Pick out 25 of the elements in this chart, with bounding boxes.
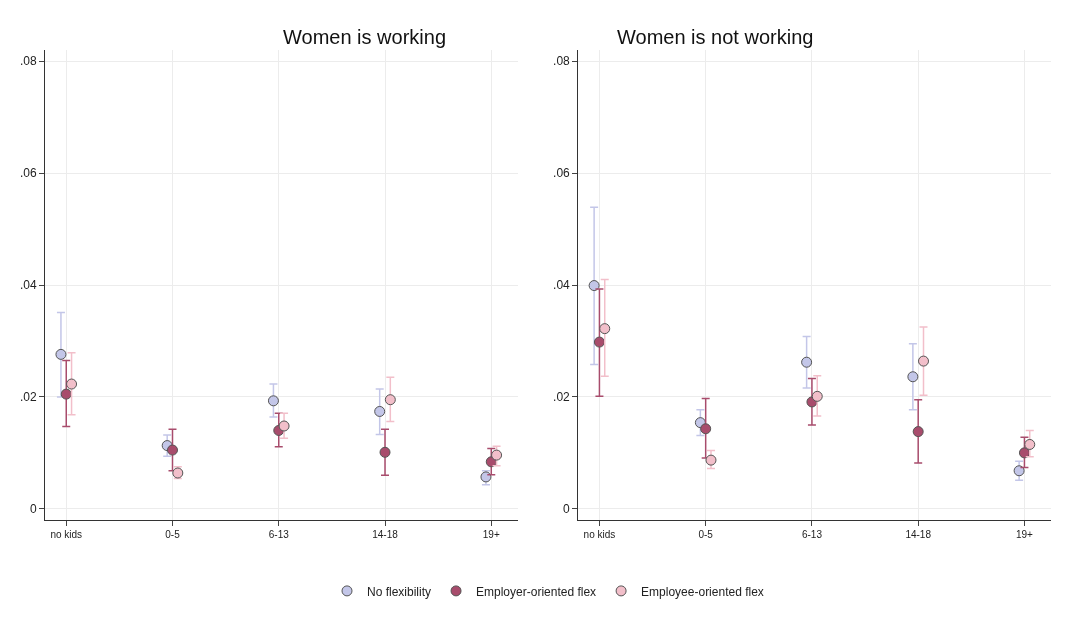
y-tick-label: 0 xyxy=(29,502,37,517)
x-tick-label: 19+ xyxy=(1015,529,1034,540)
legend-label: No flexibility xyxy=(367,584,432,599)
x-tick-label: no kids xyxy=(583,529,616,540)
y-tick-label: .04 xyxy=(553,278,571,293)
x-tick-label: 14-18 xyxy=(905,529,932,540)
x-tick-label: no kids xyxy=(50,529,83,540)
y-tick-label: .08 xyxy=(19,54,37,69)
y-tick-label: .06 xyxy=(553,166,571,181)
y-tick-label: 0 xyxy=(563,502,571,517)
x-tick-label: 0-5 xyxy=(698,529,714,540)
x-tick-label: 19+ xyxy=(482,529,500,540)
chart-title: Women is working xyxy=(283,26,447,48)
legend-label: Employee-oriented flex xyxy=(641,584,764,599)
y-tick-label: .04 xyxy=(19,278,37,293)
y-tick-label: .08 xyxy=(553,54,571,69)
legend-label: Employer-oriented flex xyxy=(476,584,597,599)
y-tick-label: .06 xyxy=(19,166,37,181)
x-tick-label: 6-13 xyxy=(268,529,290,540)
y-tick-label: .02 xyxy=(553,390,571,405)
x-tick-label: 6-13 xyxy=(801,529,823,540)
x-tick-label: 14-18 xyxy=(372,529,399,540)
x-tick-label: 0-5 xyxy=(165,529,181,540)
y-tick-label: .02 xyxy=(19,390,37,405)
chart-title: Women is not working xyxy=(617,26,814,48)
